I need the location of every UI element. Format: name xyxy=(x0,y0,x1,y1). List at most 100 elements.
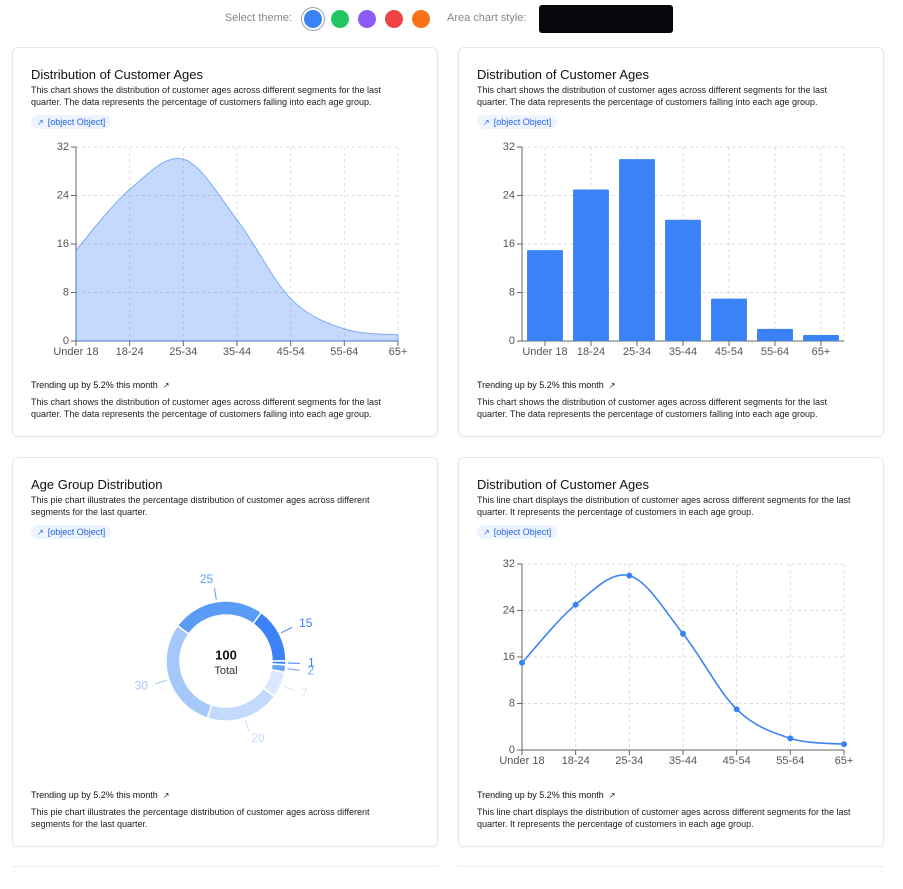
slice-label: 20 xyxy=(251,731,265,745)
y-tick-label: 8 xyxy=(509,286,515,298)
trend-icon: ↗ xyxy=(608,791,616,800)
point xyxy=(680,630,686,637)
card-footer: This line chart displays the distributio… xyxy=(477,807,851,829)
point xyxy=(519,659,525,666)
card-footer: This chart shows the distribution of cus… xyxy=(477,397,827,419)
x-tick-label: 65+ xyxy=(389,346,408,358)
card-title: Distribution of Customer Ages xyxy=(477,477,649,492)
x-tick-label: 25-34 xyxy=(615,755,643,767)
chart: 0 8 16 24 32 Under 18 18-24 25-34 35-44 45-54 55-6… xyxy=(499,558,854,767)
x-tick-label: 25-34 xyxy=(169,346,197,358)
y-tick-label: 32 xyxy=(503,141,515,153)
card-link[interactable]: ↗ [object Object] xyxy=(31,525,112,539)
theme-swatch[interactable] xyxy=(304,10,322,28)
slice-label: 15 xyxy=(299,616,313,630)
bar xyxy=(803,334,839,341)
slice-label: 2 xyxy=(307,663,314,677)
link-icon: ↗ xyxy=(483,118,490,127)
y-tick-label: 8 xyxy=(63,286,69,298)
x-tick-label: 45-54 xyxy=(715,346,743,358)
style-label: Area chart style: xyxy=(447,12,527,24)
theme-label: Select theme: xyxy=(224,12,292,24)
y-tick-label: 24 xyxy=(57,189,69,201)
slice-label: 1 xyxy=(308,656,315,670)
x-tick-label: 45-54 xyxy=(277,346,305,358)
y-tick-label: 16 xyxy=(503,651,515,663)
pie-slice xyxy=(165,624,213,720)
y-tick-label: 24 xyxy=(503,189,515,201)
bar xyxy=(665,219,701,341)
card-trend: Trending up by 5.2% this month ↗ xyxy=(31,380,169,390)
x-tick-label: Under 18 xyxy=(53,346,98,358)
label-leader xyxy=(287,668,300,671)
chart-card: 15 25 30 20 7 2 1 100 Total Age Group Distributio… xyxy=(12,457,438,847)
card-link[interactable]: ↗ [object Object] xyxy=(477,115,558,129)
y-tick-label: 0 xyxy=(509,744,515,756)
bar xyxy=(619,159,655,341)
chart-card: 0 8 16 24 32 Under 18 18-24 25-34 35-44 45-54 55-6… xyxy=(458,457,884,847)
card-link[interactable]: ↗ [object Object] xyxy=(31,115,112,129)
theme-swatch[interactable] xyxy=(331,10,349,28)
trend-icon: ↗ xyxy=(162,791,170,800)
card-description: This line chart displays the distributio… xyxy=(477,495,851,517)
y-tick-label: 8 xyxy=(509,697,515,709)
card-trend: Trending up by 5.2% this month ↗ xyxy=(31,790,169,800)
bar xyxy=(527,250,563,341)
x-tick-label: 25-34 xyxy=(623,346,651,358)
chart: 0 8 16 24 32 Under 18 18-24 25-34 35-44 45-54 55-6… xyxy=(503,141,845,358)
trend-icon: ↗ xyxy=(608,381,616,390)
pie-slice xyxy=(206,686,276,722)
card-description: This pie chart illustrates the percentag… xyxy=(31,495,370,517)
point xyxy=(733,706,740,713)
card-trend: Trending up by 5.2% this month ↗ xyxy=(477,790,615,800)
card-edge xyxy=(12,866,438,867)
y-tick-label: 24 xyxy=(503,604,515,616)
x-tick-label: 18-24 xyxy=(577,346,605,358)
point xyxy=(787,735,794,742)
x-tick-label: Under 18 xyxy=(499,755,544,767)
pie-slice xyxy=(251,611,287,662)
theme-swatch[interactable] xyxy=(385,10,403,28)
trend-text: Trending up by 5.2% this month xyxy=(31,790,158,800)
label-leader xyxy=(155,679,168,685)
link-text: [object Object] xyxy=(47,527,106,537)
x-tick-label: 65+ xyxy=(835,755,854,767)
card-title: Distribution of Customer Ages xyxy=(477,67,649,82)
card-link[interactable]: ↗ [object Object] xyxy=(477,525,558,539)
card-description: This chart shows the distribution of cus… xyxy=(477,85,827,107)
point xyxy=(572,601,579,608)
label-leader xyxy=(244,719,250,732)
center-value: 100 xyxy=(215,647,237,662)
chart: 0 8 16 24 32 Under 18 18-24 25-34 35-44 45-54 55-6… xyxy=(53,141,408,358)
bar xyxy=(757,328,793,341)
trend-text: Trending up by 5.2% this month xyxy=(477,790,604,800)
theme-swatch[interactable] xyxy=(358,10,376,28)
card-footer: This chart shows the distribution of cus… xyxy=(31,397,381,419)
y-tick-label: 32 xyxy=(503,558,515,570)
chart-card: 0 8 16 24 32 Under 18 18-24 25-34 35-44 45-54 55-6… xyxy=(458,47,884,437)
card-title: Age Group Distribution xyxy=(31,477,163,492)
link-icon: ↗ xyxy=(37,528,44,537)
trend-text: Trending up by 5.2% this month xyxy=(31,380,158,390)
x-tick-label: 35-44 xyxy=(223,346,251,358)
y-tick-label: 32 xyxy=(57,141,69,153)
link-text: [object Object] xyxy=(493,117,552,127)
x-tick-label: 55-64 xyxy=(776,755,804,767)
chart: 15 25 30 20 7 21 100 Total xyxy=(135,572,315,745)
trend-text: Trending up by 5.2% this month xyxy=(477,380,604,390)
label-leader xyxy=(281,626,293,634)
style-select[interactable] xyxy=(539,5,673,33)
x-tick-label: 18-24 xyxy=(116,346,144,358)
x-tick-label: 55-64 xyxy=(761,346,789,358)
x-tick-label: 35-44 xyxy=(669,346,697,358)
label-leader xyxy=(213,587,217,600)
trend-icon: ↗ xyxy=(162,381,170,390)
x-tick-label: 55-64 xyxy=(330,346,358,358)
y-tick-label: 16 xyxy=(57,238,69,250)
x-tick-label: 65+ xyxy=(812,346,831,358)
theme-swatch[interactable] xyxy=(412,10,430,28)
area xyxy=(75,157,399,342)
x-tick-label: 18-24 xyxy=(562,755,590,767)
x-tick-label: 35-44 xyxy=(669,755,697,767)
link-icon: ↗ xyxy=(37,118,44,127)
